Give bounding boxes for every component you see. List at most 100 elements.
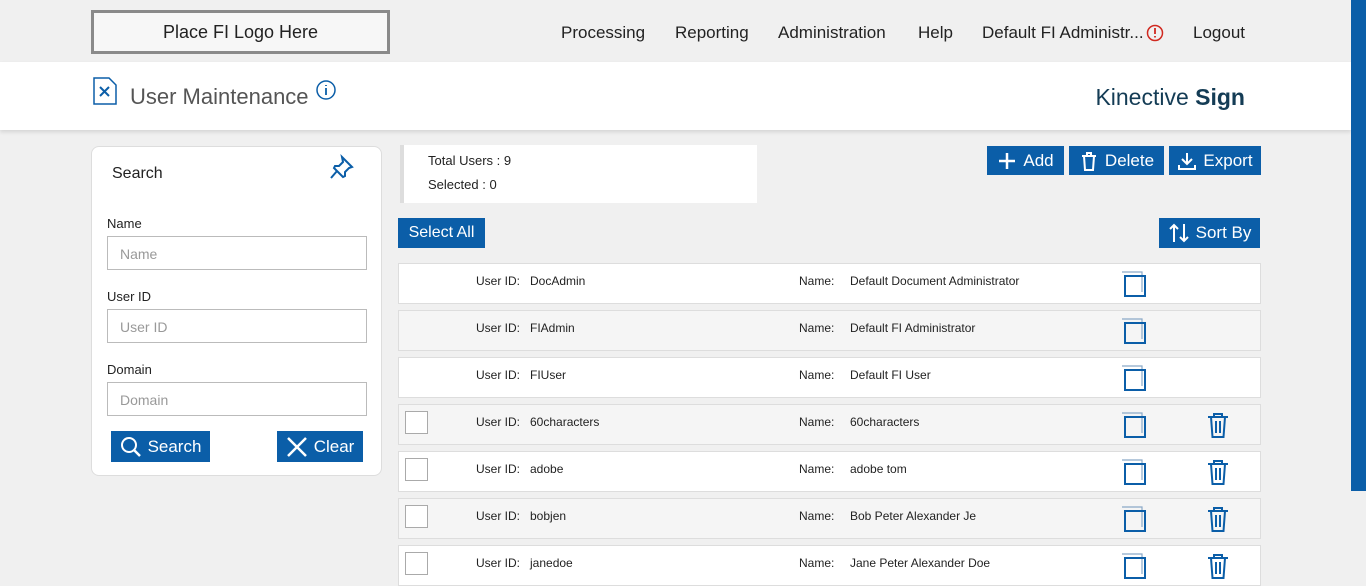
user-id: janedoe — [530, 556, 573, 570]
user-id: DocAdmin — [530, 274, 586, 288]
title-band: User Maintenance Kinective Sign — [0, 62, 1351, 130]
user-name: adobe tom — [850, 462, 907, 476]
row-checkbox[interactable] — [405, 411, 428, 434]
copy-icon[interactable] — [1121, 271, 1149, 299]
user-id: FIAdmin — [530, 321, 575, 335]
name-label: Name: — [799, 556, 835, 570]
action-button[interactable]: Add — [987, 146, 1064, 175]
action-button[interactable]: Delete — [1069, 146, 1164, 175]
search-button[interactable]: Search — [111, 431, 210, 462]
copy-icon[interactable] — [1121, 459, 1149, 487]
action-label: Delete — [1104, 150, 1155, 170]
sort-button[interactable]: Sort By — [1159, 218, 1260, 248]
name-label: Name: — [799, 321, 835, 335]
search-title: Search — [112, 165, 163, 182]
action-label: Export — [1203, 150, 1253, 170]
user-row[interactable]: User ID: FIAdmin Name: Default FI Administr… — [398, 310, 1261, 351]
user-name: Default Document Administrator — [850, 274, 1020, 288]
select-all-button[interactable]: Select All — [398, 218, 485, 248]
field-label: User ID — [107, 289, 152, 304]
user-id-label: User ID: — [476, 274, 521, 288]
selected-value: 0 — [489, 177, 497, 192]
user-name: Jane Peter Alexander Doe — [850, 556, 991, 570]
nav-item[interactable]: Reporting — [675, 23, 749, 42]
name-label: Name: — [799, 274, 835, 288]
action-button[interactable]: Export — [1169, 146, 1261, 175]
user-name: 60characters — [850, 415, 920, 429]
user-id-label: User ID: — [476, 556, 521, 570]
action-icon — [1178, 152, 1197, 170]
nav-item[interactable]: Administration — [778, 23, 886, 42]
user-name: Bob Peter Alexander Je — [850, 509, 977, 523]
field-label: Name — [107, 216, 142, 231]
user-id: adobe — [530, 462, 564, 476]
name-label: Name: — [799, 509, 835, 523]
logo[interactable]: Place FI Logo Here — [91, 10, 390, 54]
row-checkbox[interactable] — [405, 505, 428, 528]
action-icon — [1081, 151, 1096, 171]
delete-icon[interactable] — [1207, 412, 1229, 440]
nav-item[interactable]: Default FI Administr... — [982, 23, 1144, 42]
clear-icon — [286, 436, 307, 457]
selected-label: Selected : — [428, 177, 486, 192]
user-row[interactable]: User ID: FIUser Name: Default FI User — [398, 357, 1261, 398]
scrollbar[interactable] — [1351, 0, 1366, 491]
user-id-label: User ID: — [476, 368, 521, 382]
sort-label: Sort By — [1195, 223, 1252, 242]
user-name: Default FI Administrator — [850, 321, 976, 335]
user-row[interactable]: User ID: adobe Name: adobe tom — [398, 451, 1261, 492]
selected-users: Selected : 0 — [428, 177, 497, 192]
page-icon — [93, 77, 117, 105]
user-row[interactable]: User ID: janedoe Name: Jane Peter Alexander… — [398, 545, 1261, 586]
user-row[interactable]: User ID: DocAdmin Name: Default Document Ad… — [398, 263, 1261, 304]
field-label: Domain — [107, 362, 152, 377]
nav-item[interactable]: Processing — [561, 23, 646, 42]
user-id-label: User ID: — [476, 509, 521, 523]
clear-label: Clear — [313, 436, 355, 456]
user-id-label: User ID: — [476, 462, 521, 476]
user-name: Default FI User — [850, 368, 931, 382]
brand: Kinective Sign — [1095, 84, 1245, 111]
copy-icon[interactable] — [1121, 506, 1149, 534]
brand-name: Kinective — [1095, 84, 1189, 110]
delete-icon[interactable] — [1207, 506, 1229, 534]
pin-icon[interactable] — [328, 153, 356, 181]
user-row[interactable]: User ID: 60characters Name: 60characters — [398, 404, 1261, 445]
summary: Total Users : 9 Selected : 0 — [400, 145, 757, 203]
total-label: Total Users : — [428, 153, 501, 168]
field-input[interactable]: Domain — [107, 382, 367, 416]
delete-icon[interactable] — [1207, 459, 1229, 487]
field-input[interactable]: User ID — [107, 309, 367, 343]
page-title: User Maintenance — [130, 84, 309, 109]
action-label: Add — [1023, 150, 1054, 170]
search-icon — [120, 436, 141, 457]
name-label: Name: — [799, 368, 835, 382]
copy-icon[interactable] — [1121, 318, 1149, 346]
copy-icon[interactable] — [1121, 412, 1149, 440]
clear-button[interactable]: Clear — [277, 431, 363, 462]
copy-icon[interactable] — [1121, 365, 1149, 393]
nav-item[interactable]: Help — [918, 23, 953, 42]
user-id-label: User ID: — [476, 415, 521, 429]
row-checkbox[interactable] — [405, 458, 428, 481]
name-label: Name: — [799, 415, 835, 429]
row-checkbox[interactable] — [405, 552, 428, 575]
total-users: Total Users : 9 — [428, 153, 511, 168]
user-id: bobjen — [530, 509, 567, 523]
nav-item[interactable]: Logout — [1193, 23, 1245, 42]
search-panel: Search Name Name User ID User ID Domain Domai… — [91, 146, 382, 476]
user-id: 60characters — [530, 415, 600, 429]
user-row[interactable]: User ID: bobjen Name: Bob Peter Alexander J… — [398, 498, 1261, 539]
user-id: FIUser — [530, 368, 566, 382]
sort-icon — [1168, 223, 1189, 243]
delete-icon[interactable] — [1207, 553, 1229, 581]
alert-icon — [1146, 24, 1164, 42]
search-label: Search — [147, 436, 202, 456]
total-value: 9 — [503, 153, 512, 168]
field-input[interactable]: Name — [107, 236, 367, 270]
brand-bold: Sign — [1195, 84, 1245, 110]
name-label: Name: — [799, 462, 835, 476]
copy-icon[interactable] — [1121, 553, 1149, 581]
info-icon[interactable] — [315, 79, 337, 101]
